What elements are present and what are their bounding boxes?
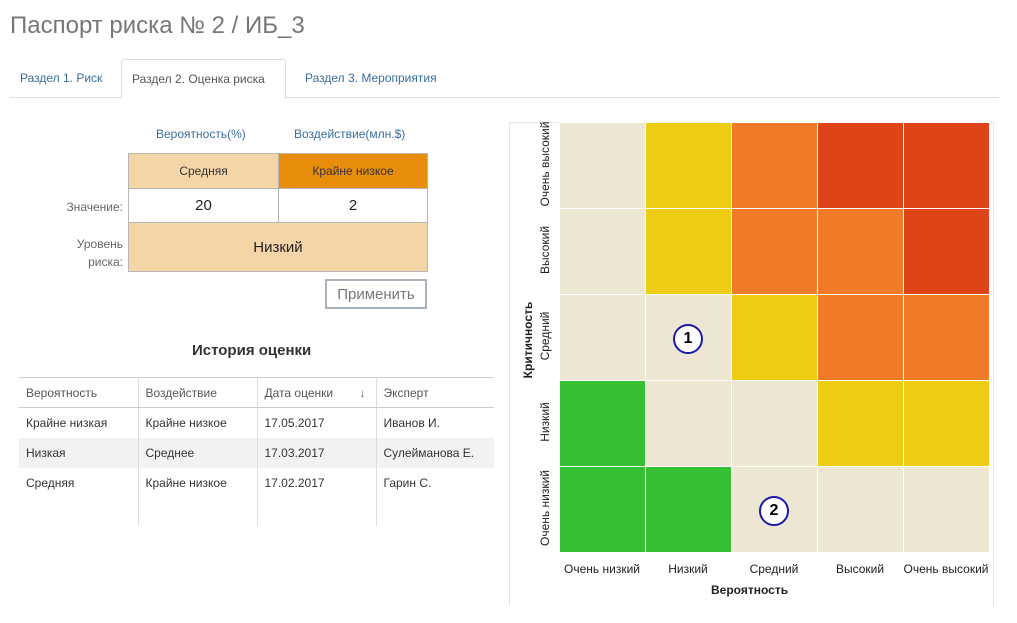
tab-measures[interactable]: Раздел 3. Мероприятия [305, 71, 437, 85]
column-header-impact[interactable]: Воздействие [138, 377, 258, 408]
x-axis-title: Вероятность [711, 583, 789, 597]
risk-level-value: Низкий [128, 222, 428, 272]
table-row[interactable]: Средняя Крайне низкое 17.02.2017 Гарин С… [19, 467, 494, 498]
matrix-cell-2-2 [731, 294, 818, 381]
matrix-cell-4-4 [903, 466, 990, 553]
matrix-cell-4-1 [645, 466, 732, 553]
y-axis-label: Очень низкий [538, 470, 552, 546]
cell-impact: Крайне низкое [138, 407, 258, 438]
table-row-empty [19, 497, 494, 526]
matrix-cell-4-0 [559, 466, 646, 553]
empty-cell [376, 498, 494, 526]
cell-date: 17.05.2017 [257, 407, 377, 438]
empty-cell [138, 497, 258, 526]
matrix-cell-2-4 [903, 294, 990, 381]
apply-button[interactable]: Применить [325, 279, 427, 309]
cell-probability: Крайне низкая [19, 407, 139, 438]
x-axis-label: Средний [749, 562, 799, 576]
matrix-cell-0-1 [645, 122, 732, 209]
probability-header: Вероятность(%) [156, 127, 246, 141]
y-axis-label: Низкий [538, 402, 552, 442]
matrix-cell-0-2 [731, 122, 818, 209]
matrix-cell-2-0 [559, 294, 646, 381]
column-header-date-label: Дата оценки [264, 385, 334, 400]
matrix-cell-2-3 [817, 294, 904, 381]
matrix-cell-3-1 [645, 380, 732, 467]
matrix-cell-0-3 [817, 122, 904, 209]
risk-marker-1[interactable]: 1 [673, 324, 703, 354]
y-axis-title: Критичность [521, 301, 535, 379]
y-axis-label: Очень высокий [538, 121, 552, 207]
matrix-cell-0-4 [903, 122, 990, 209]
cell-probability: Средняя [19, 467, 139, 498]
matrix-cell-1-2 [731, 208, 818, 295]
impact-header: Воздействие(млн.$) [294, 127, 406, 141]
x-axis-label: Очень высокий [903, 562, 989, 576]
cell-date: 17.02.2017 [257, 467, 377, 498]
risk-level-label-line2: риска: [88, 255, 123, 269]
cell-expert: Сулейманова Е. [376, 437, 494, 468]
matrix-cell-1-0 [559, 208, 646, 295]
history-title: История оценки [192, 342, 312, 359]
y-axis-label: Средний [538, 311, 552, 361]
page-title: Паспорт риска № 2 / ИБ_3 [10, 12, 305, 39]
impact-value-field[interactable]: 2 [278, 188, 428, 223]
x-axis-label: Низкий [668, 562, 708, 576]
arrow-down-icon[interactable]: ↓ [359, 385, 366, 400]
cell-impact: Крайне низкое [138, 467, 258, 498]
history-table: Вероятность Воздействие Дата оценки ↓ Эк… [19, 377, 494, 526]
matrix-cell-1-3 [817, 208, 904, 295]
x-axis-label: Очень низкий [564, 562, 640, 576]
cell-date: 17.03.2017 [257, 437, 377, 468]
risk-level-label: Уровень риска: [40, 235, 123, 271]
probability-level: Средняя [128, 153, 279, 189]
matrix-cell-4-3 [817, 466, 904, 553]
matrix-cell-0-0 [559, 122, 646, 209]
column-header-expert[interactable]: Эксперт [376, 377, 494, 408]
empty-cell [257, 497, 377, 526]
value-label: Значение: [66, 200, 123, 214]
table-row[interactable]: Низкая Среднее 17.03.2017 Сулейманова Е. [19, 437, 494, 468]
tab-risk-assessment[interactable]: Раздел 2. Оценка риска [121, 59, 286, 99]
cell-expert: Гарин С. [383, 475, 432, 490]
probability-value-field[interactable]: 20 [128, 188, 279, 223]
empty-cell [19, 497, 139, 526]
impact-level: Крайне низкое [278, 153, 428, 189]
y-axis-label: Высокий [538, 225, 552, 275]
risk-level-label-line1: Уровень [76, 237, 123, 251]
matrix-cell-3-3 [817, 380, 904, 467]
cell-expert: Иванов И. [383, 415, 441, 430]
column-header-probability[interactable]: Вероятность [19, 377, 139, 408]
matrix-cell-3-2 [731, 380, 818, 467]
matrix-cell-3-4 [903, 380, 990, 467]
matrix-cell-1-1 [645, 208, 732, 295]
matrix-cell-1-4 [903, 208, 990, 295]
cell-probability: Низкая [19, 437, 139, 468]
risk-marker-2[interactable]: 2 [759, 496, 789, 526]
table-row[interactable]: Крайне низкая Крайне низкое 17.05.2017 И… [19, 407, 494, 438]
column-header-date[interactable]: Дата оценки ↓ [257, 377, 377, 408]
x-axis-label: Высокий [835, 562, 885, 576]
tab-bar: Раздел 1. Риск Раздел 2. Оценка риска Ра… [10, 59, 999, 99]
cell-impact: Среднее [138, 437, 258, 468]
matrix-cell-3-0 [559, 380, 646, 467]
tab-risk[interactable]: Раздел 1. Риск [20, 71, 103, 85]
